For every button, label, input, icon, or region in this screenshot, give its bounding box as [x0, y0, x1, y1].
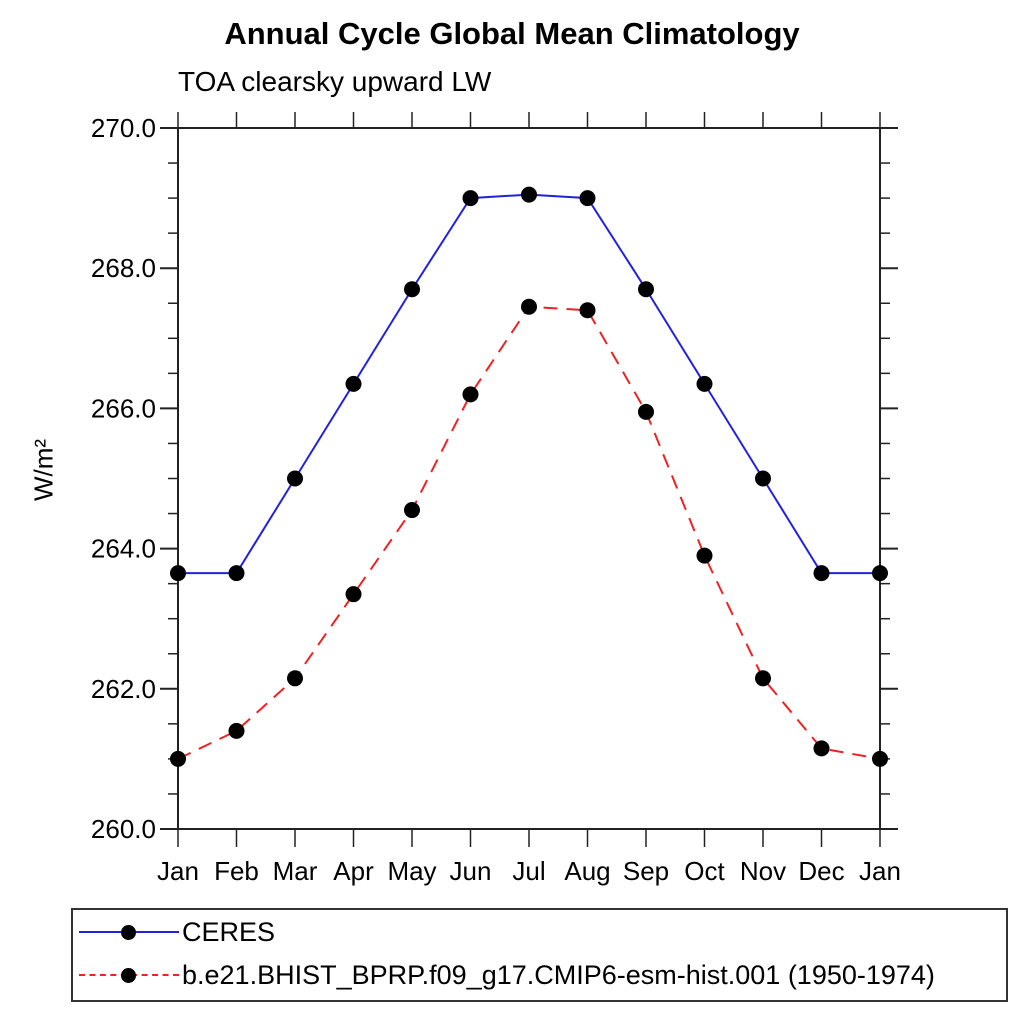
x-axis-ticks — [177, 112, 881, 847]
svg-text:Jan: Jan — [157, 856, 199, 886]
legend-item-ceres: CERES — [79, 917, 275, 947]
svg-text:260.0: 260.0 — [91, 814, 156, 844]
legend: CERES b.e21.BHIST_BPRP.f09_g17.CMIP6-esm… — [71, 908, 1008, 1002]
legend-line-sample-ceres — [79, 924, 179, 940]
chart-subtitle: TOA clearsky upward LW — [178, 66, 492, 97]
svg-text:Aug: Aug — [564, 856, 610, 886]
svg-text:270.0: 270.0 — [91, 113, 156, 143]
svg-text:Nov: Nov — [740, 856, 786, 886]
svg-text:Oct: Oct — [684, 856, 725, 886]
legend-label-model: b.e21.BHIST_BPRP.f09_g17.CMIP6-esm-hist.… — [182, 959, 935, 990]
svg-text:266.0: 266.0 — [91, 393, 156, 423]
svg-text:Dec: Dec — [798, 856, 844, 886]
legend-marker-dot-icon — [121, 968, 136, 983]
y-axis-tick-labels: 260.0 262.0 264.0 266.0 268.0 270.0 — [91, 113, 156, 844]
svg-text:Apr: Apr — [333, 856, 374, 886]
series-ceres — [170, 186, 888, 582]
svg-text:264.0: 264.0 — [91, 534, 156, 564]
legend-label-ceres: CERES — [182, 916, 276, 947]
svg-text:262.0: 262.0 — [91, 674, 156, 704]
x-axis-tick-labels: Jan Feb Mar Apr May Jun Jul Aug Sep Oct Nov Dec Jan — [157, 856, 901, 886]
series-model — [170, 298, 888, 767]
svg-text:Mar: Mar — [273, 856, 318, 886]
svg-text:Feb: Feb — [214, 856, 259, 886]
chart-title: Annual Cycle Global Mean Climatology — [224, 16, 800, 51]
svg-text:May: May — [387, 856, 436, 886]
svg-text:Jun: Jun — [450, 856, 492, 886]
legend-marker-dot-icon — [121, 925, 136, 940]
plot-frame — [177, 127, 881, 830]
svg-text:Sep: Sep — [623, 856, 669, 886]
line-chart-plot-area: 260.0 262.0 264.0 266.0 268.0 270.0 Jan Feb Mar A… — [91, 112, 901, 886]
legend-item-model: b.e21.BHIST_BPRP.f09_g17.CMIP6-esm-hist.… — [79, 960, 935, 990]
y-axis-ticks — [160, 127, 898, 830]
svg-text:268.0: 268.0 — [91, 253, 156, 283]
legend-line-sample-model — [79, 967, 179, 983]
svg-text:Jul: Jul — [512, 856, 545, 886]
svg-text:Jan: Jan — [859, 856, 901, 886]
